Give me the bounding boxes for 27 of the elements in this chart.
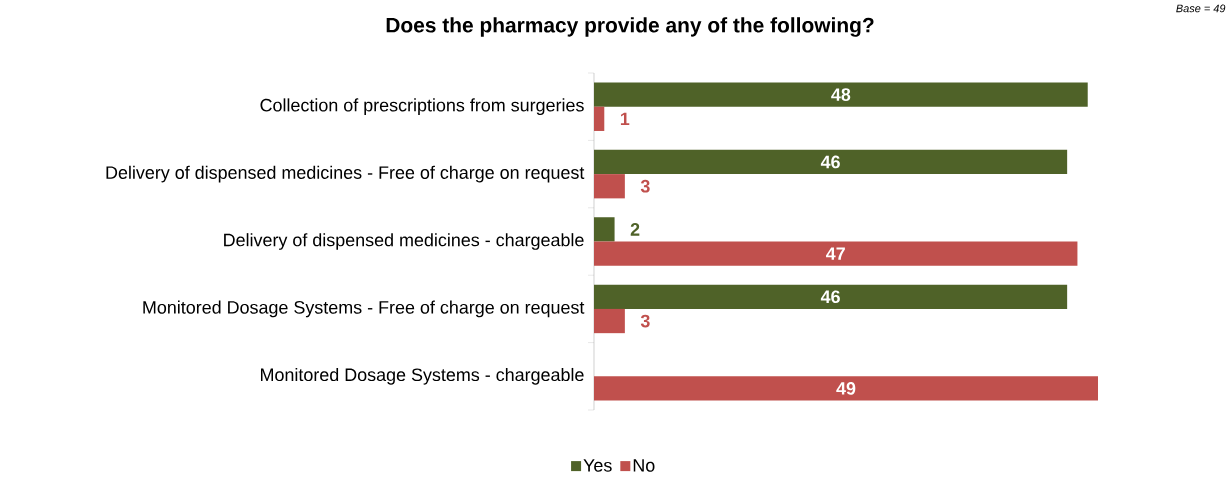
bar xyxy=(594,308,625,334)
legend-label: Yes xyxy=(583,459,612,472)
chart-title: Does the pharmacy provide any of the following? xyxy=(386,17,874,37)
y-tick-label: Delivery of dispensed medicines - Free of charge on request xyxy=(106,165,585,183)
y-tick-label: Delivery of dispensed medicines - chargeable xyxy=(224,233,584,250)
bar xyxy=(594,217,615,242)
data-label: 1 xyxy=(620,112,630,126)
legend-label: No xyxy=(633,459,655,472)
data-label: 3 xyxy=(640,179,650,193)
text: Base = 49 xyxy=(1176,4,1226,13)
bar xyxy=(594,174,625,199)
data-label: 2 xyxy=(630,223,640,236)
data-label: 46 xyxy=(820,290,840,304)
data-label: 48 xyxy=(831,88,851,101)
y-tick-label: Monitored Dosage Systems - Free of charge on request xyxy=(143,300,585,318)
y-tick-label: Monitored Dosage Systems - chargeable xyxy=(261,367,584,385)
data-label: 47 xyxy=(826,247,845,260)
bar xyxy=(594,284,1068,309)
data-label: 46 xyxy=(820,155,840,169)
bar xyxy=(594,376,1098,401)
y-tick-label: Collection of prescriptions from surgeries xyxy=(260,98,584,116)
bar xyxy=(594,149,1068,175)
bar xyxy=(594,82,1088,107)
bar xyxy=(594,241,1078,266)
data-label: 49 xyxy=(836,382,856,395)
data-label: 3 xyxy=(640,314,650,328)
bar xyxy=(594,106,605,131)
